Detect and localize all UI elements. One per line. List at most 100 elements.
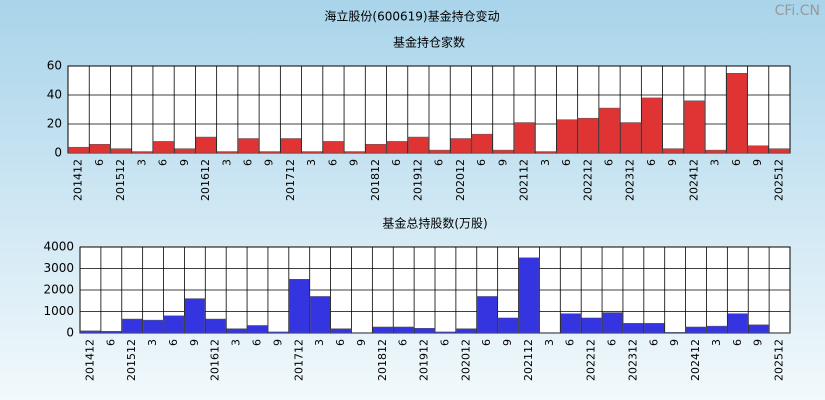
bar — [142, 319, 164, 334]
bar — [599, 107, 620, 154]
x-tick-label: 6 — [438, 339, 451, 346]
bar — [309, 296, 331, 334]
bar — [386, 141, 408, 154]
x-tick-label: 9 — [666, 159, 679, 166]
bar — [344, 151, 366, 154]
x-tick-label: 6 — [480, 339, 493, 346]
bar — [216, 151, 238, 154]
bar — [195, 136, 217, 154]
x-tick-label: 6 — [104, 339, 117, 346]
y-tick-label: 60 — [47, 59, 62, 73]
bar — [620, 122, 642, 154]
bar — [110, 148, 132, 154]
x-tick-label: 3 — [146, 339, 159, 346]
x-tick-label: 201712 — [292, 339, 305, 381]
y-tick-label: 2000 — [43, 283, 74, 297]
x-tick-label: 201812 — [376, 339, 389, 381]
x-tick-label: 6 — [645, 159, 658, 166]
x-tick-label: 3 — [539, 159, 552, 166]
bar — [705, 149, 727, 154]
y-tick-label: 40 — [47, 88, 62, 102]
bar — [727, 313, 749, 334]
y-tick-label: 3000 — [43, 261, 74, 275]
bar — [226, 328, 247, 334]
bar — [68, 146, 90, 154]
bar — [560, 313, 582, 334]
x-tick-label: 202512 — [772, 159, 785, 201]
bar — [268, 331, 289, 334]
x-tick-label: 6 — [157, 159, 170, 166]
chart-title: 基金总持股数(万股) — [382, 216, 487, 231]
x-tick-label: 9 — [752, 339, 765, 346]
x-tick-label: 9 — [751, 159, 764, 166]
bar — [205, 318, 227, 334]
x-tick-label: 201612 — [209, 339, 222, 381]
x-tick-label: 6 — [731, 339, 744, 346]
bar — [365, 144, 387, 154]
x-tick-label: 202212 — [581, 159, 594, 201]
bar — [393, 326, 414, 334]
x-tick-label: 202012 — [454, 159, 467, 201]
bar — [664, 332, 686, 334]
x-tick-label: 202412 — [689, 339, 702, 381]
x-tick-label: 201912 — [418, 339, 431, 381]
x-tick-label: 201712 — [284, 159, 297, 201]
bar — [518, 257, 540, 334]
x-tick-label: 6 — [390, 159, 403, 166]
bar — [641, 97, 663, 154]
x-tick-label: 202212 — [585, 339, 598, 381]
bar — [685, 326, 707, 334]
bar — [247, 325, 268, 334]
bar — [514, 122, 536, 154]
x-tick-label: 9 — [271, 339, 284, 346]
bar — [259, 151, 281, 154]
bar — [497, 317, 519, 334]
page-title: 海立股份(600619)基金持仓变动 — [324, 9, 499, 24]
bar — [476, 296, 498, 334]
x-tick-label: 6 — [606, 339, 619, 346]
x-tick-label: 202512 — [773, 339, 786, 381]
x-tick-label: 9 — [496, 159, 509, 166]
x-tick-label: 201412 — [83, 339, 96, 381]
bar — [706, 325, 728, 334]
bar — [623, 323, 644, 334]
bar — [662, 148, 684, 154]
bar — [456, 328, 477, 334]
x-tick-label: 6 — [475, 159, 488, 166]
x-tick-label: 202112 — [518, 159, 531, 201]
bar — [492, 149, 514, 154]
bar — [80, 330, 101, 334]
x-tick-label: 201812 — [369, 159, 382, 201]
x-tick-label: 3 — [135, 159, 148, 166]
x-tick-label: 6 — [397, 339, 410, 346]
bar — [280, 138, 302, 154]
x-tick-label: 201412 — [72, 159, 85, 201]
y-tick-label: 20 — [47, 117, 62, 131]
bar — [556, 119, 578, 154]
bar — [602, 312, 623, 334]
y-tick-label: 1000 — [43, 304, 74, 318]
bar — [768, 148, 790, 154]
bar — [101, 331, 122, 334]
bar — [153, 141, 175, 154]
x-tick-label: 6 — [603, 159, 616, 166]
x-tick-label: 3 — [710, 339, 723, 346]
bar — [238, 138, 259, 154]
bar — [163, 315, 185, 334]
x-tick-label: 202412 — [687, 159, 700, 201]
x-tick-label: 3 — [313, 339, 326, 346]
x-tick-label: 202312 — [626, 339, 639, 381]
x-tick-label: 6 — [647, 339, 660, 346]
bar — [643, 323, 665, 334]
bar — [435, 331, 456, 334]
bar — [683, 100, 705, 154]
x-tick-label: 202012 — [459, 339, 472, 381]
bar — [414, 328, 435, 334]
bar — [288, 279, 310, 334]
bar — [184, 298, 206, 334]
x-tick-label: 202312 — [624, 159, 637, 201]
x-tick-label: 9 — [348, 159, 361, 166]
bar — [121, 318, 143, 334]
x-tick-label: 9 — [188, 339, 201, 346]
